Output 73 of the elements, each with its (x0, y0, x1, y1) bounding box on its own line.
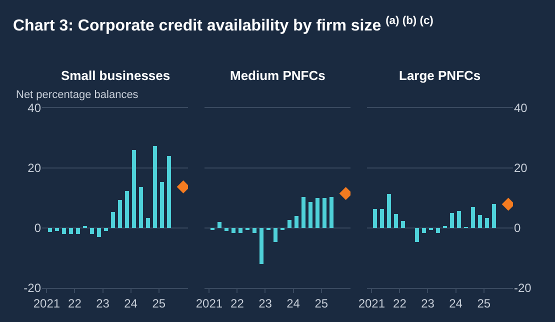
bar (153, 146, 157, 228)
x-tick-label: 23 (258, 296, 272, 310)
bar (322, 198, 326, 228)
chart-title: Large PNFCs (399, 68, 481, 83)
y-axis-title: Net percentage balances (16, 89, 139, 101)
bar (132, 150, 136, 228)
bar (111, 212, 115, 228)
bar (167, 156, 171, 228)
bar (329, 197, 334, 228)
bar (294, 216, 298, 228)
bar (372, 209, 377, 228)
bar (97, 228, 101, 237)
x-tick-label: 25 (314, 296, 328, 310)
y-tick-label: 0 (514, 221, 521, 236)
y-tick-label: -20 (514, 281, 532, 296)
y-tick-label: 40 (514, 101, 528, 116)
bar (224, 228, 228, 231)
bar (436, 228, 440, 233)
bar (252, 228, 256, 233)
bar (308, 202, 312, 228)
x-tick-label: 23 (96, 296, 110, 310)
bar (414, 228, 419, 242)
bar (76, 228, 80, 234)
x-tick-label: 25 (152, 296, 166, 310)
y-tick-label: 20 (28, 161, 42, 176)
bar (259, 228, 264, 264)
x-tick-label: 23 (421, 296, 435, 310)
caption: Chart 3: Corporate credit availability by firm size $^{(a) (b) (c)}$ (13, 15, 434, 35)
bar (400, 221, 405, 228)
bar (450, 213, 454, 228)
x-tick-label: 24 (286, 296, 300, 310)
bar (394, 214, 398, 228)
bar (217, 222, 222, 228)
x-tick-label: 25 (477, 296, 491, 310)
bar (484, 218, 489, 228)
bar (139, 187, 143, 228)
bar (231, 228, 236, 233)
chart-title: Medium PNFCs (230, 68, 326, 83)
y-tick-label: -20 (24, 281, 42, 296)
x-tick-label: 24 (124, 296, 138, 310)
x-tick-label: 2021 (358, 296, 386, 310)
bar (478, 215, 482, 228)
y-tick-label: 20 (514, 161, 528, 176)
bar (315, 198, 320, 228)
x-tick-label: 22 (68, 296, 82, 310)
bar (90, 228, 94, 234)
bar (238, 228, 242, 233)
bar (69, 228, 73, 234)
bar (380, 209, 384, 228)
chart-title: Small businesses (61, 68, 170, 83)
bar (118, 200, 122, 228)
bar (273, 228, 278, 242)
bar (492, 204, 496, 228)
bar (55, 228, 59, 231)
bar (160, 182, 164, 228)
bar (62, 228, 66, 234)
bar (456, 211, 461, 228)
bar (422, 228, 426, 233)
x-tick-label: 2021 (196, 296, 223, 310)
x-tick-label: 22 (393, 296, 407, 310)
bar (470, 207, 475, 228)
bar (301, 197, 306, 228)
x-tick-label: 22 (230, 296, 244, 310)
bar (48, 228, 52, 232)
x-tick-label: 24 (449, 296, 463, 310)
bar (125, 191, 129, 228)
bar (146, 218, 150, 228)
bar (104, 228, 108, 231)
bar (287, 220, 292, 228)
bar (386, 194, 391, 228)
y-tick-label: 40 (28, 101, 42, 116)
x-tick-label: 2021 (33, 296, 60, 310)
y-tick-label: 0 (34, 221, 42, 236)
